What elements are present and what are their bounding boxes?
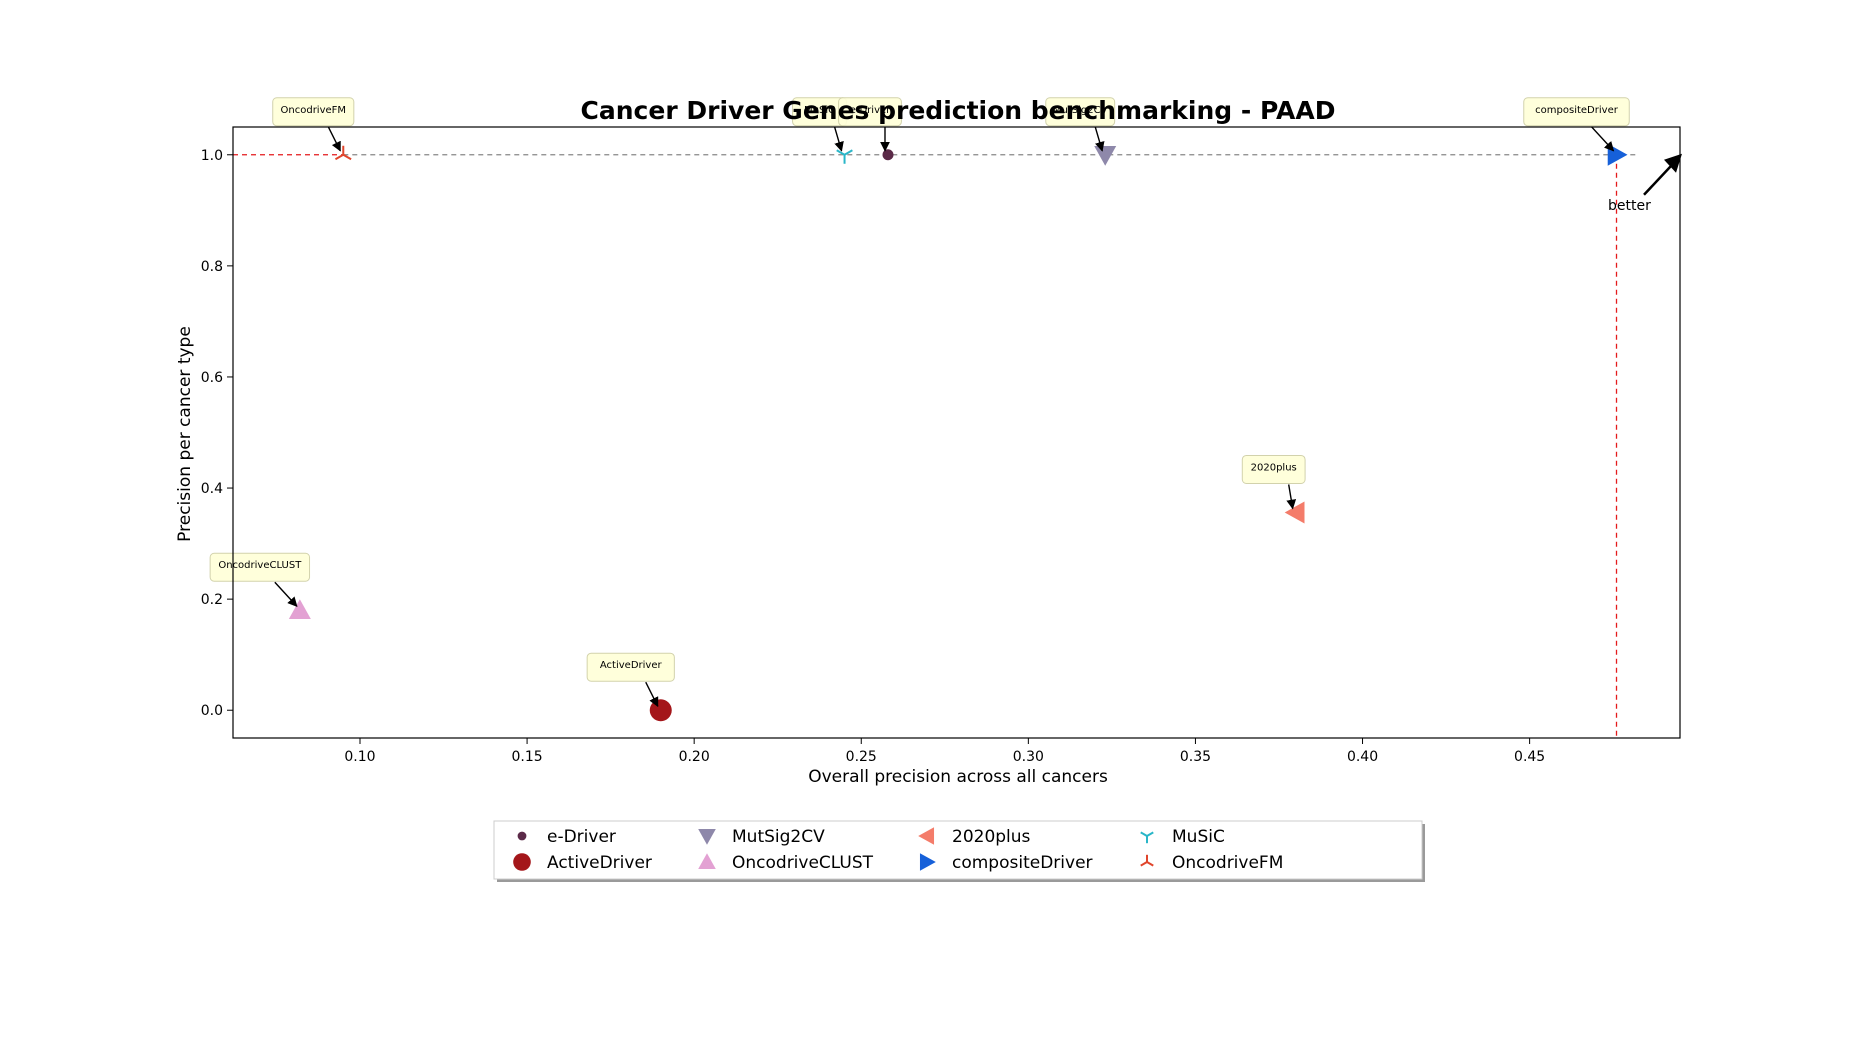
x-tick-label: 0.20	[679, 749, 710, 765]
annotation-box	[1241, 454, 1306, 484]
legend-marker-compositedriver	[919, 853, 936, 871]
legend-label: ActiveDriver	[547, 853, 652, 873]
annotation-box	[272, 97, 355, 127]
annotation-label: ActiveDriver	[600, 660, 663, 671]
annotation-mutsig2cv: MutSig2CV	[1045, 97, 1116, 152]
annotation-arrow	[274, 581, 298, 607]
y-tick-label: 0.4	[201, 481, 223, 497]
annotation-arrow	[833, 126, 844, 152]
x-axis-label: Overall precision across all cancers	[808, 767, 1108, 787]
better-arrow-shaft	[1643, 161, 1675, 196]
better-indicator: better	[1608, 153, 1682, 214]
annotation-activedriver: ActiveDriver	[586, 652, 675, 708]
marker-2020plus	[1284, 501, 1305, 524]
chart-title: Cancer Driver Genes prediction benchmark…	[581, 96, 1336, 125]
x-tick-label: 0.15	[511, 749, 542, 765]
annotation-label: compositeDriver	[1535, 105, 1619, 116]
legend-marker-oncodriveclust	[698, 853, 716, 870]
annotation-label: e-Driver	[850, 105, 891, 116]
annotation-label: OncodriveFM	[281, 105, 347, 116]
legend-marker-2020plus	[918, 827, 935, 845]
legend-label: OncodriveFM	[1172, 853, 1283, 873]
legend-label: 2020plus	[952, 827, 1031, 847]
plot-background	[233, 127, 1680, 738]
annotation-arrow	[1590, 126, 1615, 152]
annotation-box	[1523, 97, 1630, 127]
marker-e-driver	[882, 149, 894, 161]
legend-label: OncodriveCLUST	[732, 853, 874, 873]
legend: e-Driver ActiveDriver MutSig2CV OncodriveCL…	[493, 820, 1425, 882]
axes: 0.10 0.15 0.20 0.25 0.30 0.35 0.40 0.45 0.0 0.2 0.…	[201, 126, 1681, 765]
better-label: better	[1608, 198, 1651, 214]
annotation-label: 2020plus	[1251, 462, 1297, 473]
legend-marker-mutsig2cv	[698, 828, 716, 845]
annotations: OncodriveFM MuSiC e-Driver MutSig2CV composi…	[209, 97, 1630, 708]
annotation-label: MutSig2CV	[1053, 105, 1108, 116]
annotation-arrow	[1286, 484, 1297, 510]
annotation-compositedriver: compositeDriver	[1523, 97, 1630, 152]
y-tick-label: 0.8	[201, 259, 223, 275]
legend-marker-activedriver	[513, 853, 531, 871]
y-tick-label: 0.6	[201, 370, 223, 386]
x-tick-label: 0.10	[344, 749, 375, 765]
annotation-arrow	[327, 126, 341, 152]
x-tick-label: 0.30	[1013, 749, 1044, 765]
x-tick-label: 0.40	[1347, 749, 1378, 765]
annotation-oncodrivefm: OncodriveFM	[272, 97, 355, 152]
x-tick-label: 0.25	[846, 749, 877, 765]
x-tick-label: 0.45	[1514, 749, 1545, 765]
plot-area	[233, 127, 1680, 738]
annotation-box	[838, 97, 902, 127]
y-tick-label: 1.0	[201, 148, 223, 164]
annotation-box	[209, 552, 311, 582]
y-tick-label: 0.2	[201, 592, 223, 608]
legend-label: e-Driver	[547, 827, 616, 847]
x-tick-label: 0.35	[1180, 749, 1211, 765]
annotation-e-driver: e-Driver	[838, 97, 902, 152]
annotation-label: OncodriveCLUST	[218, 560, 302, 571]
y-axis-label: Precision per cancer type	[175, 326, 195, 542]
legend-marker-music	[1140, 831, 1154, 844]
legend-frame	[493, 820, 1423, 880]
marker-oncodriveclust	[288, 599, 311, 620]
marker-activedriver	[649, 699, 672, 722]
annotation-label: MuSiC	[804, 105, 835, 116]
better-arrow-head	[1664, 153, 1682, 173]
legend-marker-e-driver	[517, 831, 527, 841]
annotation-oncodriveclust: OncodriveCLUST	[209, 552, 311, 607]
axes-frame	[232, 126, 1681, 739]
legend-label: MuSiC	[1172, 827, 1225, 847]
legend-label: MutSig2CV	[732, 827, 825, 847]
annotation-2020plus: 2020plus	[1241, 454, 1306, 510]
legend-label: compositeDriver	[952, 853, 1093, 873]
marker-oncodrivefm	[334, 145, 352, 161]
legend-marker-oncodrivefm	[1140, 854, 1154, 867]
annotation-box	[1045, 97, 1116, 127]
y-tick-label: 0.0	[201, 703, 223, 719]
annotation-arrow	[645, 681, 659, 708]
annotation-arrow	[1094, 126, 1105, 152]
annotation-box	[586, 652, 675, 682]
reference-lines	[233, 154, 1638, 738]
